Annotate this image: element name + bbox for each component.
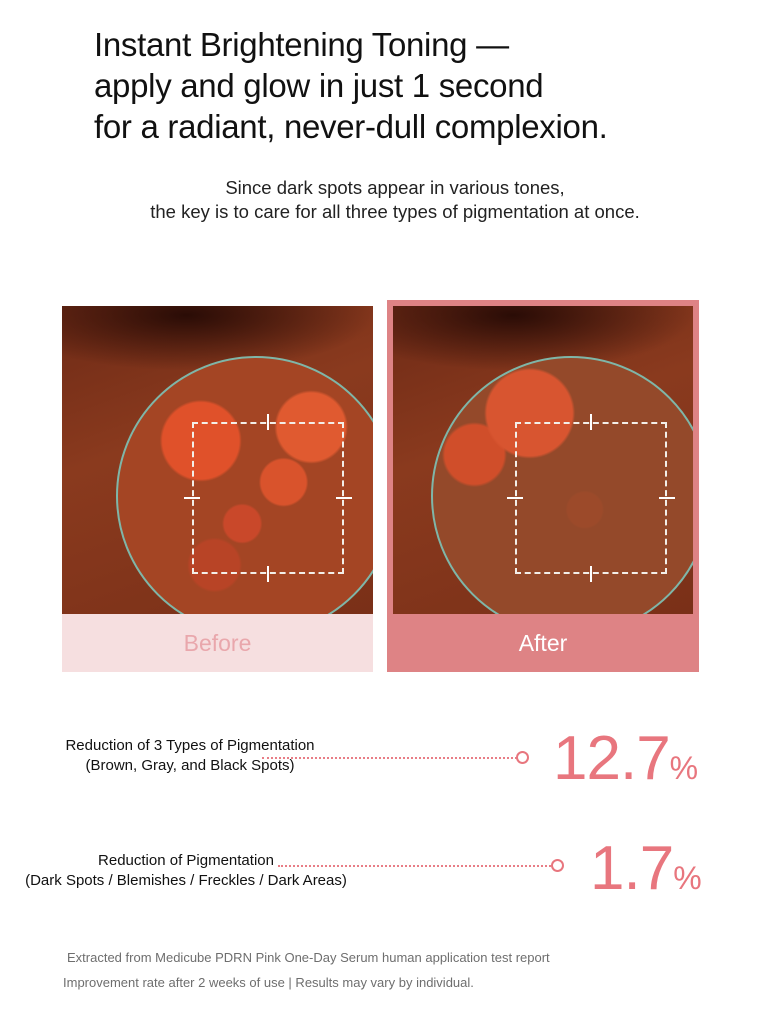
leader-end-circle <box>551 859 564 872</box>
crosshair-tick <box>184 497 200 499</box>
stat-number: 1.7 <box>590 834 674 903</box>
after-label: After <box>518 629 568 656</box>
stat-unit: % <box>673 860 701 896</box>
before-skin-image <box>62 306 373 614</box>
headline: Instant Brightening Toning — apply and g… <box>94 24 608 147</box>
analysis-circle <box>116 356 373 614</box>
after-skin-image <box>393 306 693 614</box>
stat-label-pigmentation: Reduction of Pigmentation (Dark Spots / … <box>8 851 364 891</box>
focus-box <box>515 422 667 574</box>
stat-number: 12.7 <box>553 724 671 793</box>
stat-value-12-7: 12.7% <box>553 728 698 799</box>
headline-line-1: Instant Brightening Toning — <box>94 26 509 63</box>
leader-end-circle <box>516 751 529 764</box>
stat-label-line-2: (Dark Spots / Blemishes / Freckles / Dar… <box>25 872 347 889</box>
headline-line-3: for a radiant, never-dull complexion. <box>94 108 608 145</box>
focus-box <box>192 422 344 574</box>
footnote-source: Extracted from Medicube PDRN Pink One-Da… <box>67 950 550 965</box>
crosshair-tick <box>590 414 592 430</box>
stat-label-pigmentation-3-types: Reduction of 3 Types of Pigmentation (Br… <box>30 736 350 776</box>
before-panel: Before <box>62 306 373 672</box>
crosshair-tick <box>590 566 592 582</box>
subtitle-line-2: the key is to care for all three types o… <box>150 201 640 222</box>
stat-unit: % <box>669 750 698 786</box>
headline-line-2: apply and glow in just 1 second <box>94 67 544 104</box>
stat-label-line-1: Reduction of 3 Types of Pigmentation <box>65 737 315 754</box>
crosshair-tick <box>267 414 269 430</box>
dotted-leader-line <box>278 865 551 867</box>
stat-value-1-7: 1.7% <box>590 838 702 909</box>
before-label: Before <box>62 614 373 672</box>
crosshair-tick <box>659 497 675 499</box>
stat-label-line-2: (Brown, Gray, and Black Spots) <box>85 757 295 774</box>
crosshair-tick <box>336 497 352 499</box>
dotted-leader-line <box>262 757 517 759</box>
stat-label-line-1: Reduction of Pigmentation <box>98 852 274 869</box>
after-panel: After <box>387 300 699 672</box>
crosshair-tick <box>267 566 269 582</box>
analysis-circle <box>431 356 693 614</box>
footnote-disclaimer: Improvement rate after 2 weeks of use | … <box>63 975 474 990</box>
crosshair-tick <box>507 497 523 499</box>
subtitle-line-1: Since dark spots appear in various tones… <box>225 177 565 198</box>
subtitle: Since dark spots appear in various tones… <box>0 176 762 224</box>
